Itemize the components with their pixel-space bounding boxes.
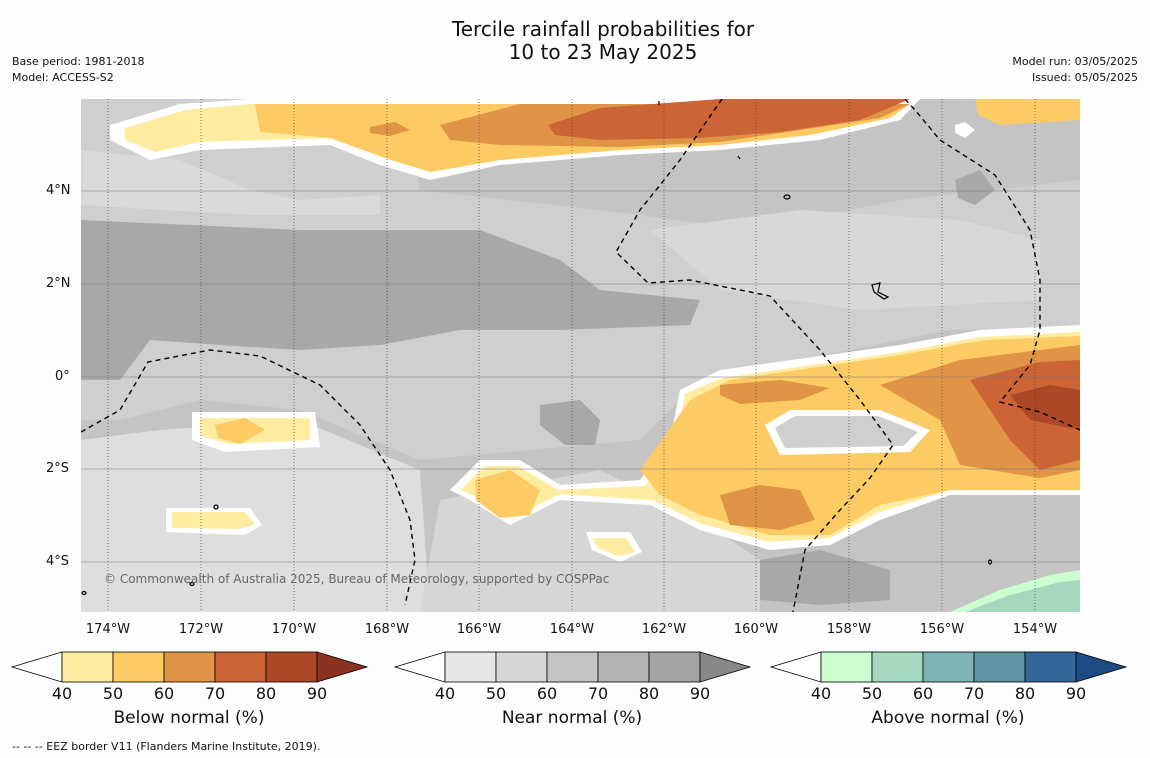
cb-below-tick: 40 [51, 684, 73, 703]
near-normal-dark-patch [540, 400, 600, 445]
cb-near-tick: 60 [536, 684, 558, 703]
cb-below-tick: 50 [102, 684, 124, 703]
lon-label-156w: 156°W [919, 622, 965, 637]
model-run-date: Model run: 03/05/2025 [1012, 55, 1138, 68]
lon-label-170w: 170°W [271, 622, 317, 637]
lat-label-4n: 4°N [46, 183, 71, 198]
eez-footnote: -- -- -- EEZ border V11 (Flanders Marine… [12, 740, 321, 753]
issued-date: Issued: 05/05/2025 [1031, 71, 1138, 84]
model-info: Base period: 1981-2018 Model: ACCESS-S2 [12, 54, 144, 86]
cb-near-label: Near normal (%) [501, 708, 643, 728]
copyright-notice: © Commonwealth of Australia 2025, Bureau… [104, 572, 610, 586]
lon-label-168w: 168°W [364, 622, 410, 637]
base-period: Base period: 1981-2018 [12, 55, 145, 68]
lat-label-4s: 4°S [46, 554, 70, 569]
below-normal-north-70 [548, 99, 910, 140]
title-line-2: 10 to 23 May 2025 [508, 40, 698, 64]
colorbar-below [10, 651, 369, 683]
lat-label-2s: 2°S [46, 461, 70, 476]
below-normal-ne [975, 99, 1080, 125]
lon-label-174w: 174°W [85, 622, 131, 637]
lon-label-158w: 158°W [826, 622, 872, 637]
above-normal-50 [965, 580, 1080, 612]
cb-below-label: Below normal (%) [113, 708, 265, 728]
lon-label-160w: 160°W [733, 622, 779, 637]
below-normal-sw-40 [172, 512, 255, 529]
near-normal-dark-band [81, 220, 700, 380]
lon-label-154w: 154°W [1012, 622, 1058, 637]
islands [81, 101, 993, 596]
cb-above-tick: 80 [1014, 684, 1036, 703]
near-normal-light-band [81, 150, 380, 215]
eez-border [81, 99, 1080, 612]
cb-below-tick: 90 [306, 684, 328, 703]
below-normal-east-80 [1010, 385, 1080, 430]
below-normal-north-patch [370, 122, 410, 136]
cb-above-tick: 40 [810, 684, 832, 703]
lon-label-172w: 172°W [178, 622, 224, 637]
cb-above-tick: 50 [861, 684, 883, 703]
near-normal-island [775, 416, 918, 448]
cb-below-tick: 60 [153, 684, 175, 703]
title-line-1: Tercile rainfall probabilities for [451, 17, 755, 41]
cb-near-tick: 40 [434, 684, 456, 703]
cb-above-tick: 90 [1065, 684, 1087, 703]
model-name: Model: ACCESS-S2 [12, 71, 114, 84]
near-normal-dark-patch-s [760, 550, 890, 605]
cb-below-tick: 70 [204, 684, 226, 703]
cb-below-tick: 80 [255, 684, 277, 703]
cb-near-tick: 50 [485, 684, 507, 703]
lat-grid [81, 190, 1080, 563]
lat-label-0: 0° [55, 369, 70, 384]
below-normal-patch-w [475, 470, 540, 518]
cb-above-tick: 70 [963, 684, 985, 703]
cb-near-tick: 70 [587, 684, 609, 703]
lon-label-162w: 162°W [641, 622, 687, 637]
lon-label-166w: 166°W [456, 622, 502, 637]
cb-near-tick: 80 [638, 684, 660, 703]
near-normal-region-e [650, 210, 1040, 310]
run-info: Model run: 03/05/2025 Issued: 05/05/2025 [1012, 54, 1138, 86]
below-normal-s-40 [592, 538, 635, 556]
lon-label-164w: 164°W [549, 622, 595, 637]
map-title: Tercile rainfall probabilities for 10 to… [350, 18, 856, 64]
cb-above-tick: 60 [912, 684, 934, 703]
below-normal-east-60-a [720, 380, 830, 404]
near-normal-dark-patch-ne [955, 170, 995, 205]
lat-label-2n: 2°N [46, 276, 71, 291]
below-normal-east-patch-s [720, 485, 815, 530]
cb-near-tick: 90 [689, 684, 711, 703]
cb-above-label: Above normal (%) [871, 708, 1025, 728]
white-gap [955, 122, 975, 138]
below-normal-west-50 [215, 418, 265, 444]
colorbar-above [769, 651, 1128, 683]
colorbar-near [393, 651, 752, 683]
